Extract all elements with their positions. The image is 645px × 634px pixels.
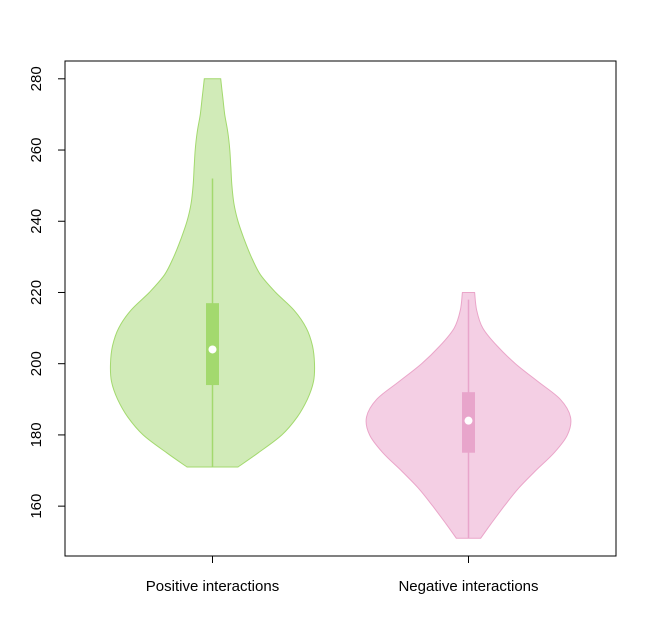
x-axis: Positive interactions Negative interactio… (146, 556, 539, 595)
iqr-box (206, 303, 219, 386)
plot-frame (64, 60, 617, 557)
y-axis: 160 180 200 220 240 260 280 (28, 66, 65, 519)
violins (109, 78, 572, 539)
x-category-label: Positive interactions (146, 578, 279, 595)
median-point (464, 416, 473, 425)
median-point (208, 345, 217, 354)
y-tick-label: 280 (28, 66, 45, 91)
violin-1 (365, 292, 572, 539)
y-tick-label: 240 (28, 209, 45, 234)
y-tick-label: 220 (28, 280, 45, 305)
violin-0 (109, 78, 316, 468)
y-tick-label: 200 (28, 351, 45, 376)
y-tick-label: 260 (28, 138, 45, 163)
y-tick-label: 180 (28, 422, 45, 447)
y-tick-label: 160 (28, 494, 45, 519)
x-category-label: Negative interactions (398, 578, 538, 595)
